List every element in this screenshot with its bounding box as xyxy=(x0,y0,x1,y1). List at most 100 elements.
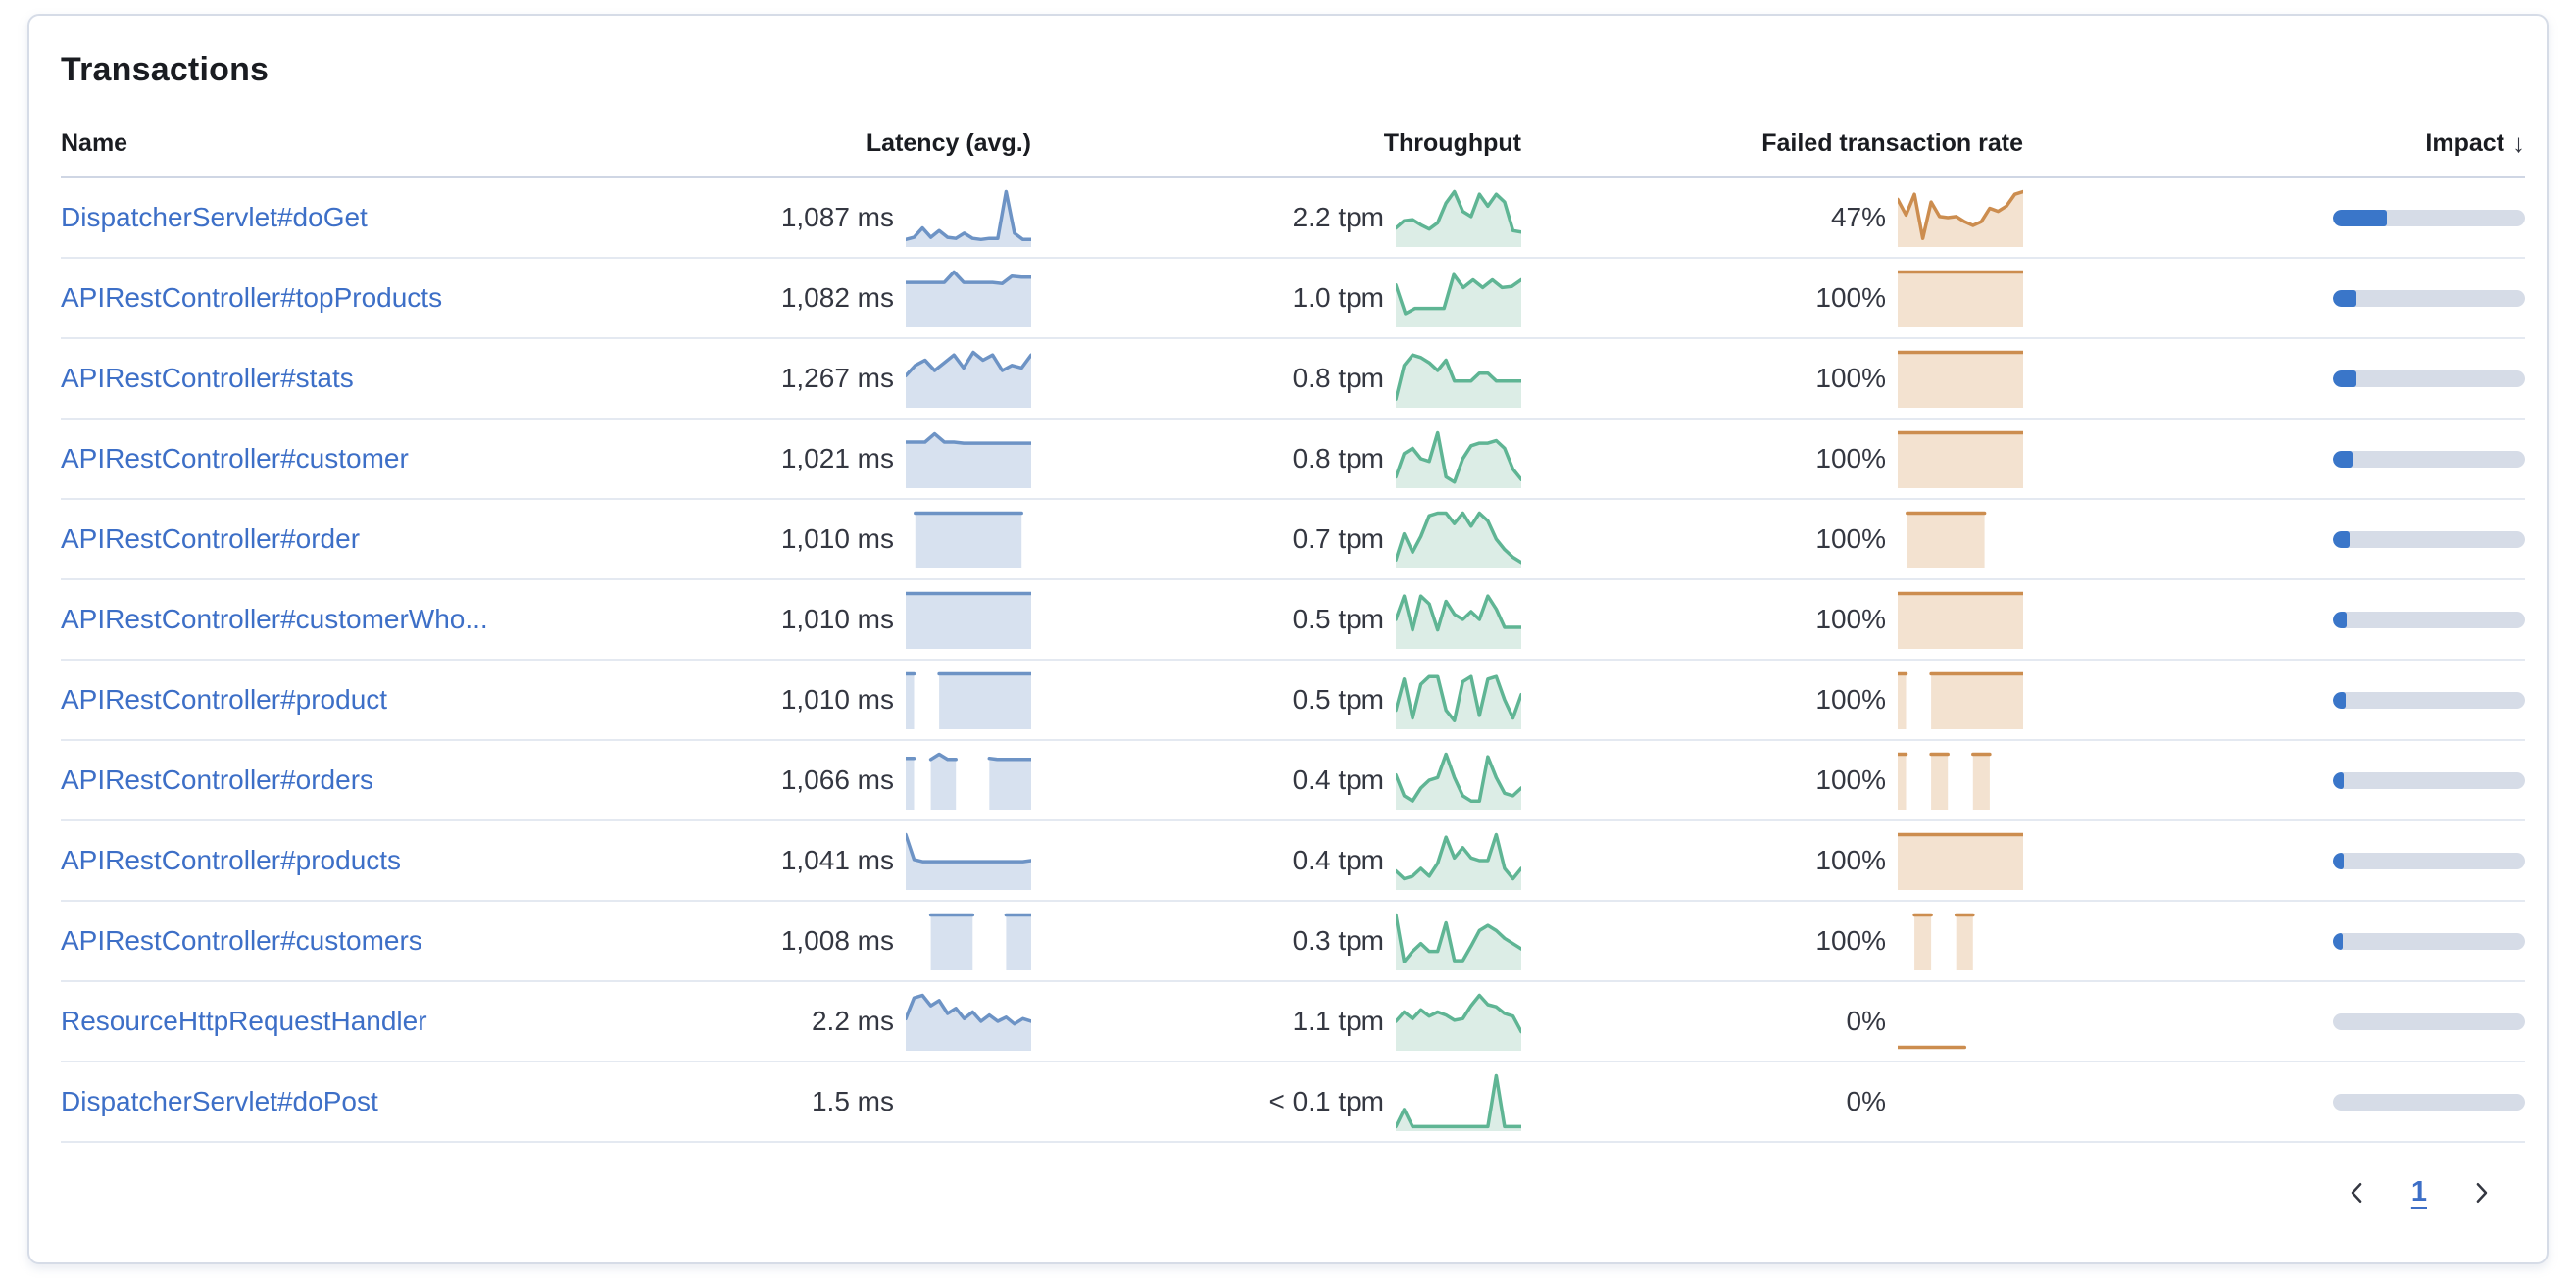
previous-page-button[interactable] xyxy=(2339,1174,2376,1211)
throughput-value-cell: 0.5 tpm xyxy=(1031,661,1523,739)
latency-value: 1.5 ms xyxy=(811,1086,894,1116)
latency-value: 1,087 ms xyxy=(780,202,894,232)
failed-rate-value-cell: 100% xyxy=(1521,500,2023,578)
latency-value: 1,041 ms xyxy=(780,845,894,875)
impact-cell xyxy=(2023,932,2525,950)
page-1-button[interactable]: 1 xyxy=(2405,1172,2433,1212)
transaction-link[interactable]: APIRestController#product xyxy=(61,684,388,715)
transaction-link[interactable]: APIRestController#order xyxy=(61,523,361,554)
transaction-link[interactable]: APIRestController#topProducts xyxy=(61,282,443,313)
transaction-name-cell: APIRestController#topProducts xyxy=(61,282,659,314)
throughput-value-cell: 0.3 tpm xyxy=(1031,902,1523,980)
latency-sparkline xyxy=(904,269,1033,327)
throughput-value-cell: 0.7 tpm xyxy=(1031,500,1523,578)
table-row: APIRestController#product 1,010 ms 0.5 tpm… xyxy=(61,661,2525,741)
transaction-link[interactable]: DispatcherServlet#doPost xyxy=(61,1086,378,1116)
latency-value-cell: 1,010 ms xyxy=(659,500,1031,578)
impact-cell xyxy=(2023,209,2525,226)
column-header-failed-rate[interactable]: Failed transaction rate xyxy=(1761,129,2023,157)
impact-bar-fill xyxy=(2333,530,2350,548)
failed-rate-value-cell: 100% xyxy=(1521,339,2025,418)
failed-rate-sparkline xyxy=(1896,831,2025,890)
impact-cell xyxy=(2023,852,2525,869)
chevron-left-icon xyxy=(2351,1182,2362,1203)
impact-bar xyxy=(2333,450,2525,468)
impact-bar-fill xyxy=(2333,691,2346,709)
table-body: DispatcherServlet#doGet 1,087 ms 2.2 tpm 47… xyxy=(61,178,2525,1143)
column-header-latency[interactable]: Latency (avg.) xyxy=(866,129,1031,157)
throughput-value: 0.4 tpm xyxy=(1292,845,1384,875)
transaction-name-cell: APIRestController#stats xyxy=(61,363,659,394)
transactions-panel: Transactions Name Latency (avg.) Through… xyxy=(27,14,2549,1264)
next-page-button[interactable] xyxy=(2462,1174,2500,1211)
failed-rate-value: 47% xyxy=(1830,202,1886,232)
failed-rate-value-cell: 100% xyxy=(1521,821,2025,900)
failed-rate-value-cell: 100% xyxy=(1521,741,2023,819)
failed-rate-value-cell: 100% xyxy=(1521,259,2025,337)
latency-value-cell: 1,087 ms xyxy=(659,178,1033,257)
impact-bar xyxy=(2333,611,2525,628)
transaction-name-cell: APIRestController#order xyxy=(61,523,659,555)
throughput-value: 0.4 tpm xyxy=(1292,765,1384,795)
impact-bar-fill xyxy=(2333,611,2347,628)
transaction-link[interactable]: APIRestController#customer xyxy=(61,443,409,473)
table-row: APIRestController#customer 1,021 ms 0.8 tp… xyxy=(61,420,2525,500)
latency-value-cell: 1,066 ms xyxy=(659,741,1033,819)
latency-sparkline xyxy=(906,1072,1031,1131)
throughput-value: 0.5 tpm xyxy=(1292,604,1384,634)
latency-value: 1,066 ms xyxy=(780,765,894,795)
impact-cell xyxy=(2023,370,2525,387)
chevron-right-icon xyxy=(2476,1182,2488,1203)
throughput-sparkline xyxy=(1394,429,1523,488)
column-header-name[interactable]: Name xyxy=(61,129,128,157)
failed-rate-sparkline xyxy=(1898,510,2023,568)
failed-rate-sparkline xyxy=(1896,269,2025,327)
transaction-link[interactable]: APIRestController#products xyxy=(61,845,402,875)
impact-bar xyxy=(2333,852,2525,869)
latency-value-cell: 1,041 ms xyxy=(659,821,1033,900)
failed-rate-value: 100% xyxy=(1815,684,1886,715)
impact-cell xyxy=(2023,450,2525,468)
table-row: APIRestController#orders 1,066 ms 0.4 tpm 1… xyxy=(61,741,2525,821)
latency-value-cell: 2.2 ms xyxy=(659,982,1033,1061)
failed-rate-sparkline xyxy=(1898,912,2023,970)
failed-rate-value: 100% xyxy=(1815,925,1886,956)
table-row: APIRestController#stats 1,267 ms 0.8 tpm 10… xyxy=(61,339,2525,420)
transaction-name-cell: APIRestController#orders xyxy=(61,765,659,796)
latency-value: 1,010 ms xyxy=(780,604,894,634)
failed-rate-sparkline xyxy=(1896,590,2025,649)
failed-rate-sparkline xyxy=(1896,751,2023,810)
throughput-value: 2.2 tpm xyxy=(1292,202,1384,232)
throughput-sparkline xyxy=(1394,188,1523,247)
transaction-link[interactable]: APIRestController#orders xyxy=(61,765,374,795)
transaction-link[interactable]: APIRestController#customerWho... xyxy=(61,604,488,634)
column-header-impact[interactable]: Impact ↓ xyxy=(2425,128,2525,158)
impact-bar-fill xyxy=(2333,852,2344,869)
impact-cell xyxy=(2023,691,2525,709)
latency-value: 1,008 ms xyxy=(780,925,894,956)
throughput-sparkline xyxy=(1394,510,1523,568)
failed-rate-sparkline xyxy=(1896,992,2023,1051)
throughput-sparkline xyxy=(1394,269,1523,327)
transaction-name-cell: APIRestController#products xyxy=(61,845,659,876)
latency-value: 1,267 ms xyxy=(780,363,894,393)
throughput-value-cell: 1.0 tpm xyxy=(1031,259,1523,337)
impact-bar-fill xyxy=(2333,209,2387,226)
throughput-sparkline xyxy=(1394,831,1523,890)
latency-sparkline xyxy=(904,992,1033,1051)
failed-rate-value: 100% xyxy=(1815,523,1886,554)
transaction-link[interactable]: APIRestController#stats xyxy=(61,363,354,393)
throughput-value-cell: 2.2 tpm xyxy=(1031,178,1523,257)
transaction-name-cell: APIRestController#customer xyxy=(61,443,659,474)
throughput-value: 0.8 tpm xyxy=(1292,363,1384,393)
latency-value-cell: 1,082 ms xyxy=(659,259,1033,337)
failed-rate-value-cell: 0% xyxy=(1521,1062,2023,1141)
failed-rate-value: 100% xyxy=(1815,363,1886,393)
latency-value-cell: 1,021 ms xyxy=(659,420,1033,498)
transaction-link[interactable]: APIRestController#customers xyxy=(61,925,422,956)
transaction-link[interactable]: DispatcherServlet#doGet xyxy=(61,202,368,232)
latency-sparkline xyxy=(904,349,1033,408)
transaction-link[interactable]: ResourceHttpRequestHandler xyxy=(61,1006,427,1036)
transaction-name-cell: APIRestController#customerWho... xyxy=(61,604,659,635)
column-header-throughput[interactable]: Throughput xyxy=(1383,129,1521,157)
